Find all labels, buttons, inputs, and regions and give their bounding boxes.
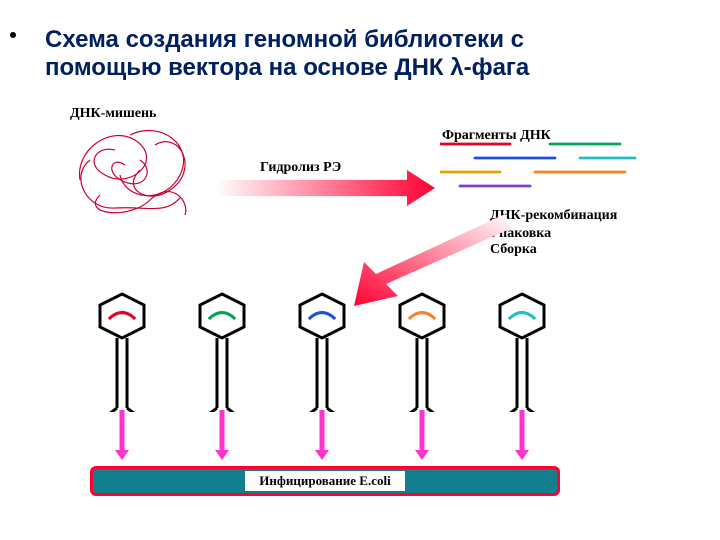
infection-label: Инфицирование E.coli xyxy=(245,471,404,491)
infection-box: Инфицирование E.coli xyxy=(90,466,560,496)
infection-arrows xyxy=(0,0,720,540)
